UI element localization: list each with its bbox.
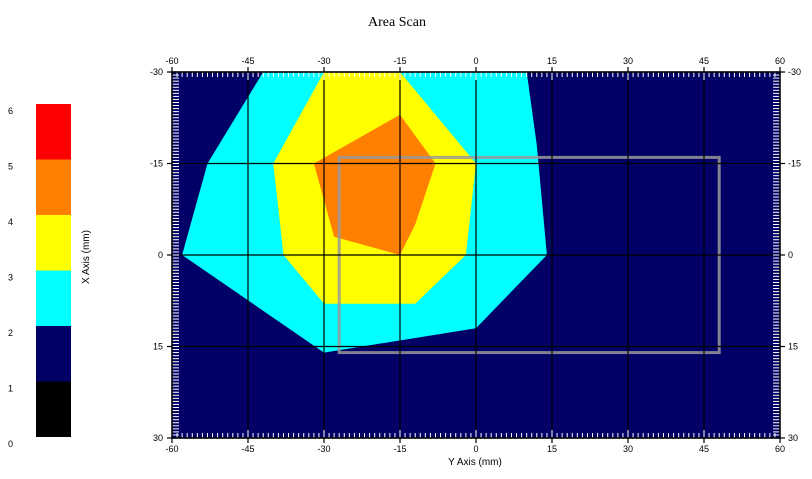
x-tick-label-bottom: -15 (393, 444, 406, 454)
plot-area: -60 -60 -45 -45 -30 -30 -15 -15 0 0 15 15 30 30 45 45 60… (150, 56, 801, 454)
colorbar-label: 4 (8, 217, 13, 227)
chart-title: Area Scan (368, 15, 426, 30)
x-tick-label-top: -15 (393, 56, 406, 66)
colorbar-label: 5 (8, 162, 13, 172)
y-tick-label-left: 15 (153, 342, 163, 352)
y-tick-label-left: -15 (150, 159, 163, 169)
colorbar-swatch (36, 381, 71, 437)
x-tick-label-top: 45 (699, 56, 709, 66)
x-tick-label-bottom: 60 (775, 444, 785, 454)
y-tick-label-right: -30 (788, 67, 801, 77)
x-tick-label-bottom: -60 (165, 444, 178, 454)
y-tick-label-left: 0 (158, 250, 163, 260)
y-tick-label-right: -15 (788, 159, 801, 169)
x-tick-label-top: 15 (547, 56, 557, 66)
colorbar: 0 1 2 3 4 5 6 (8, 104, 71, 449)
colorbar-label: 0 (8, 439, 13, 449)
x-tick-label-bottom: 45 (699, 444, 709, 454)
x-tick-label-bottom: -30 (317, 444, 330, 454)
y-tick-label-right: 30 (788, 433, 798, 443)
x-tick-label-top: 0 (473, 56, 478, 66)
y-axis-title: X Axis (mm) (81, 230, 92, 284)
colorbar-swatch (36, 326, 71, 382)
x-tick-label-top: 60 (775, 56, 785, 66)
y-tick-label-left: -30 (150, 67, 163, 77)
x-tick-label-bottom: 0 (473, 444, 478, 454)
colorbar-swatch (36, 104, 71, 160)
y-tick-label-left: 30 (153, 433, 163, 443)
x-tick-label-bottom: 30 (623, 444, 633, 454)
colorbar-swatch (36, 159, 71, 215)
y-tick-label-right: 15 (788, 342, 798, 352)
colorbar-label: 1 (8, 384, 13, 394)
y-tick-label-right: 0 (788, 250, 793, 260)
colorbar-swatch (36, 270, 71, 326)
x-tick-label-top: -30 (317, 56, 330, 66)
colorbar-label: 2 (8, 328, 13, 338)
x-tick-label-top: -60 (165, 56, 178, 66)
x-axis-title: Y Axis (mm) (448, 457, 502, 468)
contour-level-4 (313, 114, 436, 255)
x-tick-label-top: -45 (241, 56, 254, 66)
x-tick-label-bottom: 15 (547, 444, 557, 454)
x-tick-label-top: 30 (623, 56, 633, 66)
colorbar-swatch (36, 215, 71, 271)
colorbar-label: 6 (8, 106, 13, 116)
colorbar-label: 3 (8, 273, 13, 283)
x-tick-label-bottom: -45 (241, 444, 254, 454)
